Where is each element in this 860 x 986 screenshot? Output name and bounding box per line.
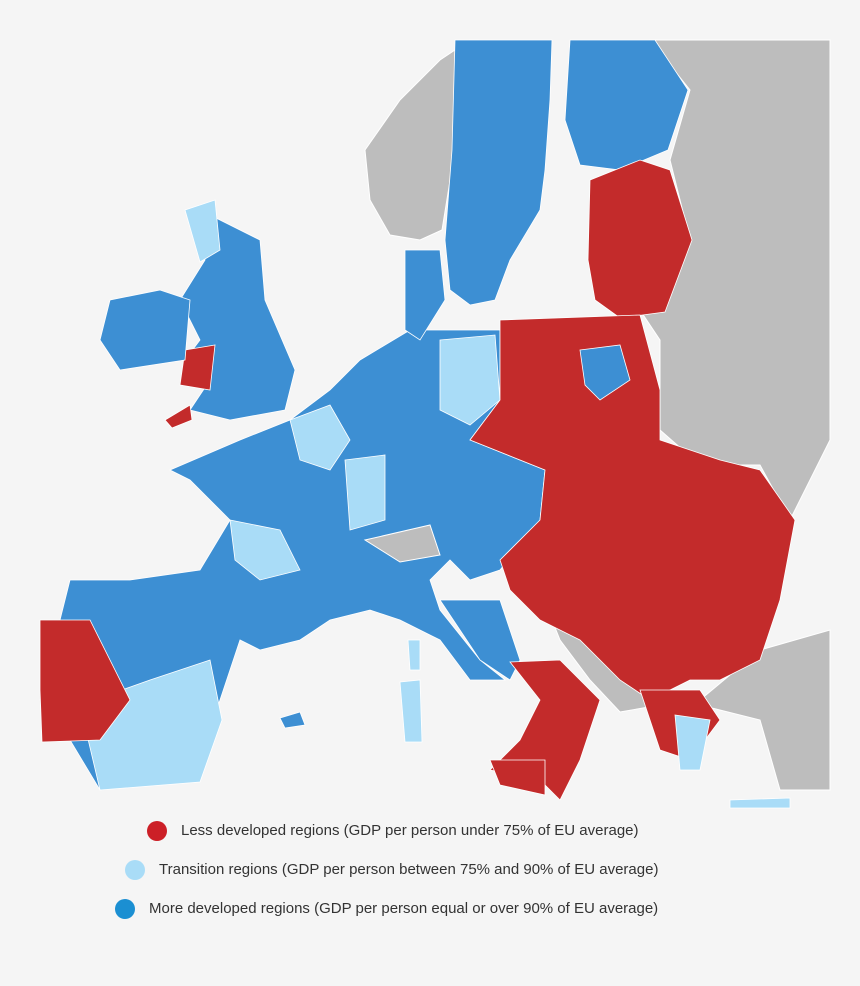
warsaw (579, 344, 631, 401)
map (39, 39, 831, 809)
scotland-transition (184, 199, 221, 263)
legend-label: Transition regions (GDP per person betwe… (159, 861, 658, 878)
transition-france-2 (229, 519, 301, 581)
russia (639, 39, 831, 522)
crete (729, 797, 791, 809)
transition-france (289, 404, 351, 471)
sardinia (399, 679, 423, 743)
wales (179, 344, 216, 391)
legend-label: Less developed regions (GDP per person u… (181, 822, 639, 839)
cornwall (164, 404, 193, 429)
legend: Less developed regions (GDP per person u… (115, 821, 658, 919)
sweden (444, 39, 553, 306)
finland (564, 39, 689, 171)
transition-germany (439, 334, 501, 426)
ireland (99, 289, 191, 371)
denmark (404, 249, 446, 341)
corsica (407, 639, 421, 671)
transition-france-3 (344, 454, 386, 531)
legend-dot (147, 821, 167, 841)
portugal (39, 619, 131, 743)
legend-dot (125, 860, 145, 880)
sicily (489, 759, 546, 796)
italy-north (439, 599, 521, 681)
baltics (587, 159, 693, 319)
switzerland (363, 524, 441, 563)
balearics (279, 711, 306, 729)
legend-label: More developed regions (GDP per person e… (149, 900, 658, 917)
legend-dot (115, 899, 135, 919)
greece-transition (674, 714, 711, 771)
